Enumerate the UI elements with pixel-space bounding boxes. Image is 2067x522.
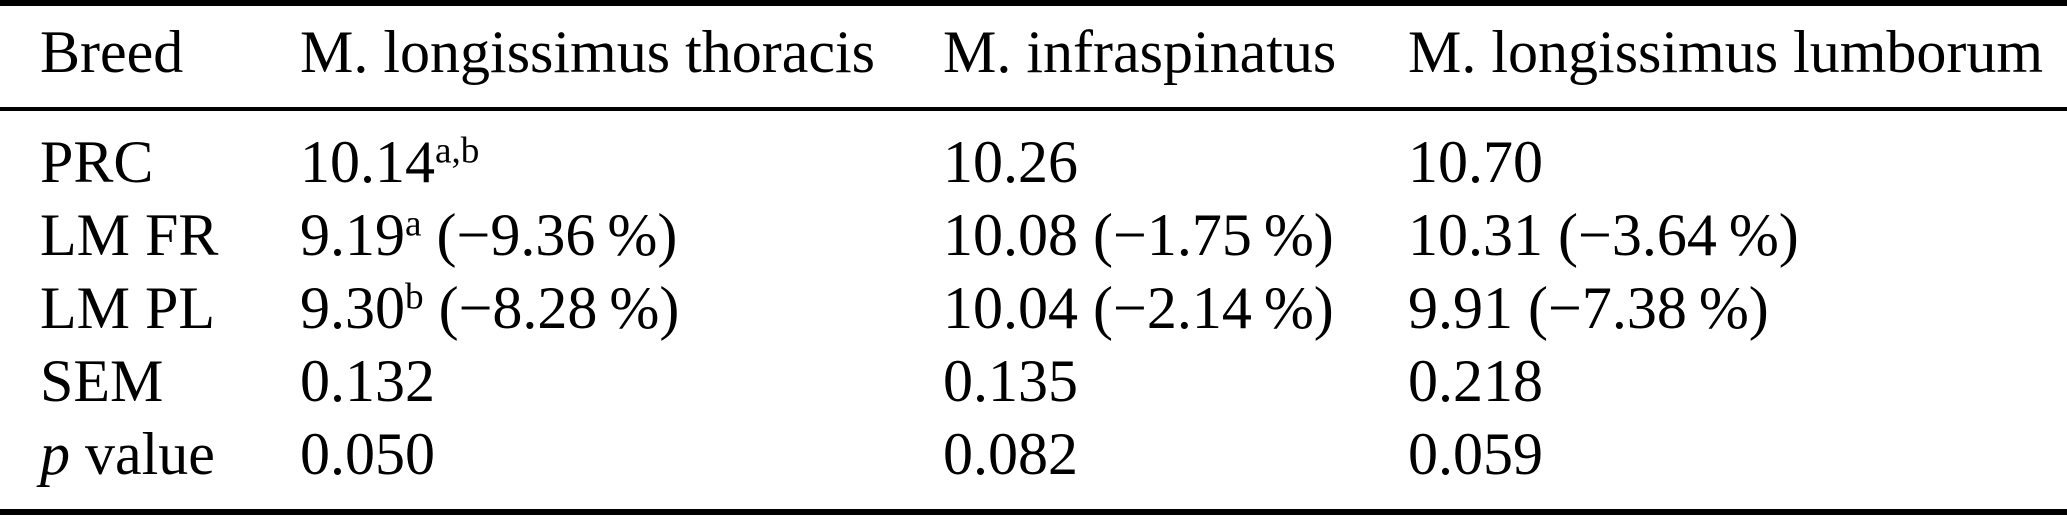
superscript: a bbox=[405, 203, 422, 245]
superscript: b bbox=[405, 276, 424, 318]
row-label: LM FR bbox=[40, 202, 219, 268]
table-body: PRC 10.14a,b 10.26 10.70 LM FR 9.19a (−9… bbox=[0, 111, 2067, 509]
table-header-row: Breed M. longissimus thoracis M. infrasp… bbox=[0, 6, 2067, 107]
column-header-longissimus-thoracis: M. longissimus thoracis bbox=[300, 19, 876, 85]
table-row-sem: SEM 0.132 0.135 0.218 bbox=[0, 345, 2067, 418]
table-bottom-rule bbox=[0, 509, 2067, 515]
row-label: p value bbox=[40, 421, 215, 487]
value-cell: 10.08 (−1.75 %) bbox=[943, 202, 1334, 268]
table-row-lm-fr: LM FR 9.19a (−9.36 %) 10.08 (−1.75 %) 10… bbox=[0, 199, 2067, 272]
value-cell: 0.135 bbox=[943, 348, 1078, 414]
table-row-p-value: p value 0.050 0.082 0.059 bbox=[0, 418, 2067, 491]
value-cell: 9.91 (−7.38 %) bbox=[1408, 275, 1769, 341]
table-row-prc: PRC 10.14a,b 10.26 10.70 bbox=[0, 126, 2067, 199]
column-header-longissimus-lumborum: M. longissimus lumborum bbox=[1408, 19, 2044, 85]
value-cell: 0.132 bbox=[300, 348, 435, 414]
column-header-infraspinatus: M. infraspinatus bbox=[943, 19, 1337, 85]
row-label: SEM bbox=[40, 348, 164, 414]
value-cell: 0.218 bbox=[1408, 348, 1543, 414]
column-header-breed: Breed bbox=[40, 19, 184, 85]
table-header-rule bbox=[0, 107, 2067, 111]
row-label: LM PL bbox=[40, 275, 216, 341]
table-top-rule bbox=[0, 0, 2067, 6]
value-cell: 9.19a (−9.36 %) bbox=[300, 202, 678, 268]
table-row-lm-pl: LM PL 9.30b (−8.28 %) 10.04 (−2.14 %) 9.… bbox=[0, 272, 2067, 345]
value-cell: 9.30b (−8.28 %) bbox=[300, 275, 680, 341]
value-cell: 10.26 bbox=[943, 129, 1078, 195]
value-cell: 10.04 (−2.14 %) bbox=[943, 275, 1334, 341]
value-cell: 0.050 bbox=[300, 421, 435, 487]
value-cell: 0.059 bbox=[1408, 421, 1543, 487]
value-cell: 10.70 bbox=[1408, 129, 1543, 195]
row-label: PRC bbox=[40, 129, 154, 195]
value-cell: 0.082 bbox=[943, 421, 1078, 487]
superscript: a,b bbox=[435, 130, 480, 172]
value-cell: 10.31 (−3.64 %) bbox=[1408, 202, 1799, 268]
value-cell: 10.14a,b bbox=[300, 129, 480, 195]
